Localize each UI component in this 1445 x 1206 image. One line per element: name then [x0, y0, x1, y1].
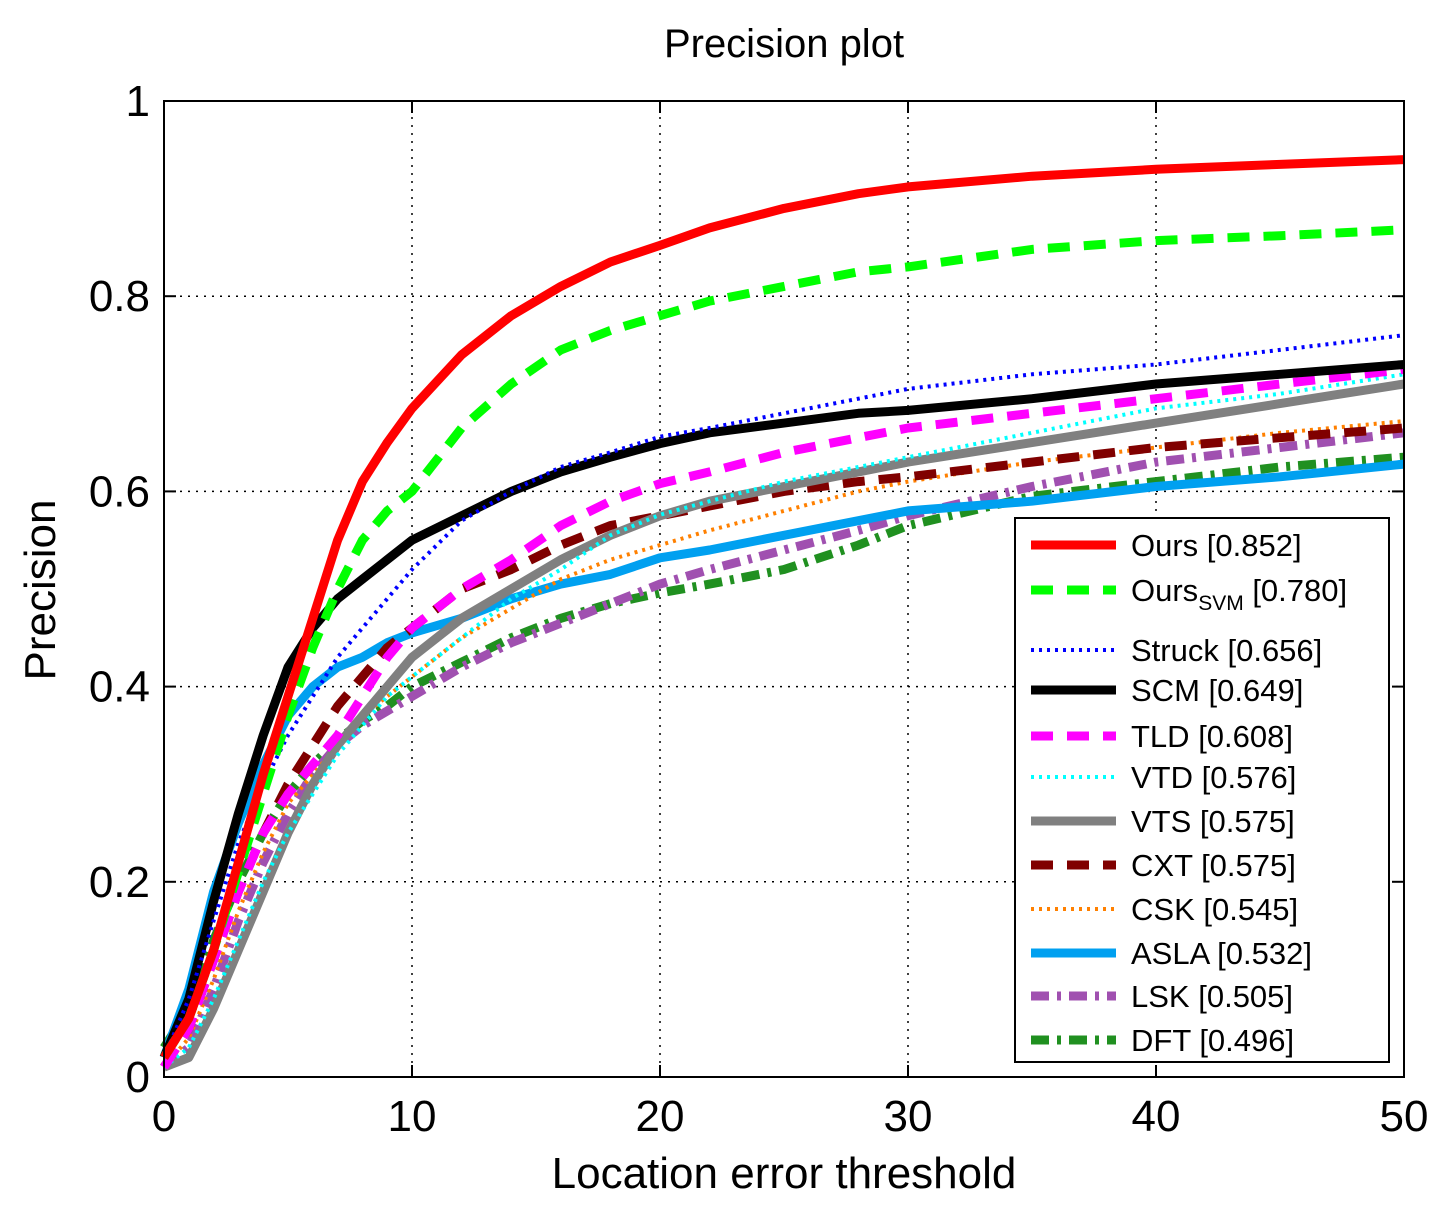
legend-label: CXT [0.575]: [1131, 848, 1296, 883]
series-line-vts: [162, 379, 1405, 1072]
x-tick-label: 40: [1132, 1092, 1181, 1141]
series-line-ours: [160, 155, 1405, 1060]
data-series: [159, 155, 1405, 1072]
legend-box: [1014, 517, 1390, 1063]
series-line-ours-svm: [160, 225, 1405, 1060]
legend-label: CSK [0.545]: [1131, 892, 1298, 927]
y-axis-label: Precision: [16, 500, 65, 681]
legend-label: Ours [0.852]: [1131, 528, 1302, 563]
legend-label: SCM [0.649]: [1131, 673, 1303, 708]
legend-label: TLD [0.608]: [1131, 719, 1293, 754]
x-tick-label: 10: [388, 1092, 437, 1141]
legend-label: DFT [0.496]: [1131, 1023, 1294, 1058]
x-tick-label: 20: [636, 1092, 685, 1141]
series-line-dft: [160, 452, 1405, 1051]
x-axis-label: Location error threshold: [552, 1149, 1017, 1198]
x-tick-label: 50: [1380, 1092, 1429, 1141]
series-line-vtd: [162, 372, 1405, 1069]
legend-label: VTD [0.576]: [1131, 760, 1296, 795]
x-tick-label: 0: [152, 1092, 176, 1141]
y-tick-label: 1: [126, 77, 150, 126]
legend-label: ASLA [0.532]: [1131, 936, 1312, 971]
y-tick-label: 0.2: [89, 858, 150, 907]
series-line-cxt: [160, 423, 1405, 1070]
axis-ticks: 0 10 20 30 40 50 0 0.2 0.4 0.6 0.8 1: [89, 77, 1429, 1141]
legend: Ours [0.852] OursSVM [0.780] Struck [0.656…: [1014, 517, 1390, 1063]
y-tick-label: 0.4: [89, 663, 150, 712]
x-tick-label: 30: [884, 1092, 933, 1141]
legend-label: VTS [0.575]: [1131, 804, 1295, 839]
legend-label: OursSVM [0.780]: [1131, 573, 1347, 615]
plot-frame: [163, 100, 1405, 1078]
y-tick-label: 0.6: [89, 467, 150, 516]
series-line-scm: [159, 360, 1405, 1060]
legend-label: LSK [0.505]: [1131, 979, 1293, 1014]
legend-label: Struck [0.656]: [1131, 633, 1322, 668]
chart-title: Precision plot: [664, 22, 904, 66]
y-tick-label: 0: [126, 1053, 150, 1102]
y-tick-label: 0.8: [89, 272, 150, 321]
series-line-lsk: [161, 428, 1405, 1071]
